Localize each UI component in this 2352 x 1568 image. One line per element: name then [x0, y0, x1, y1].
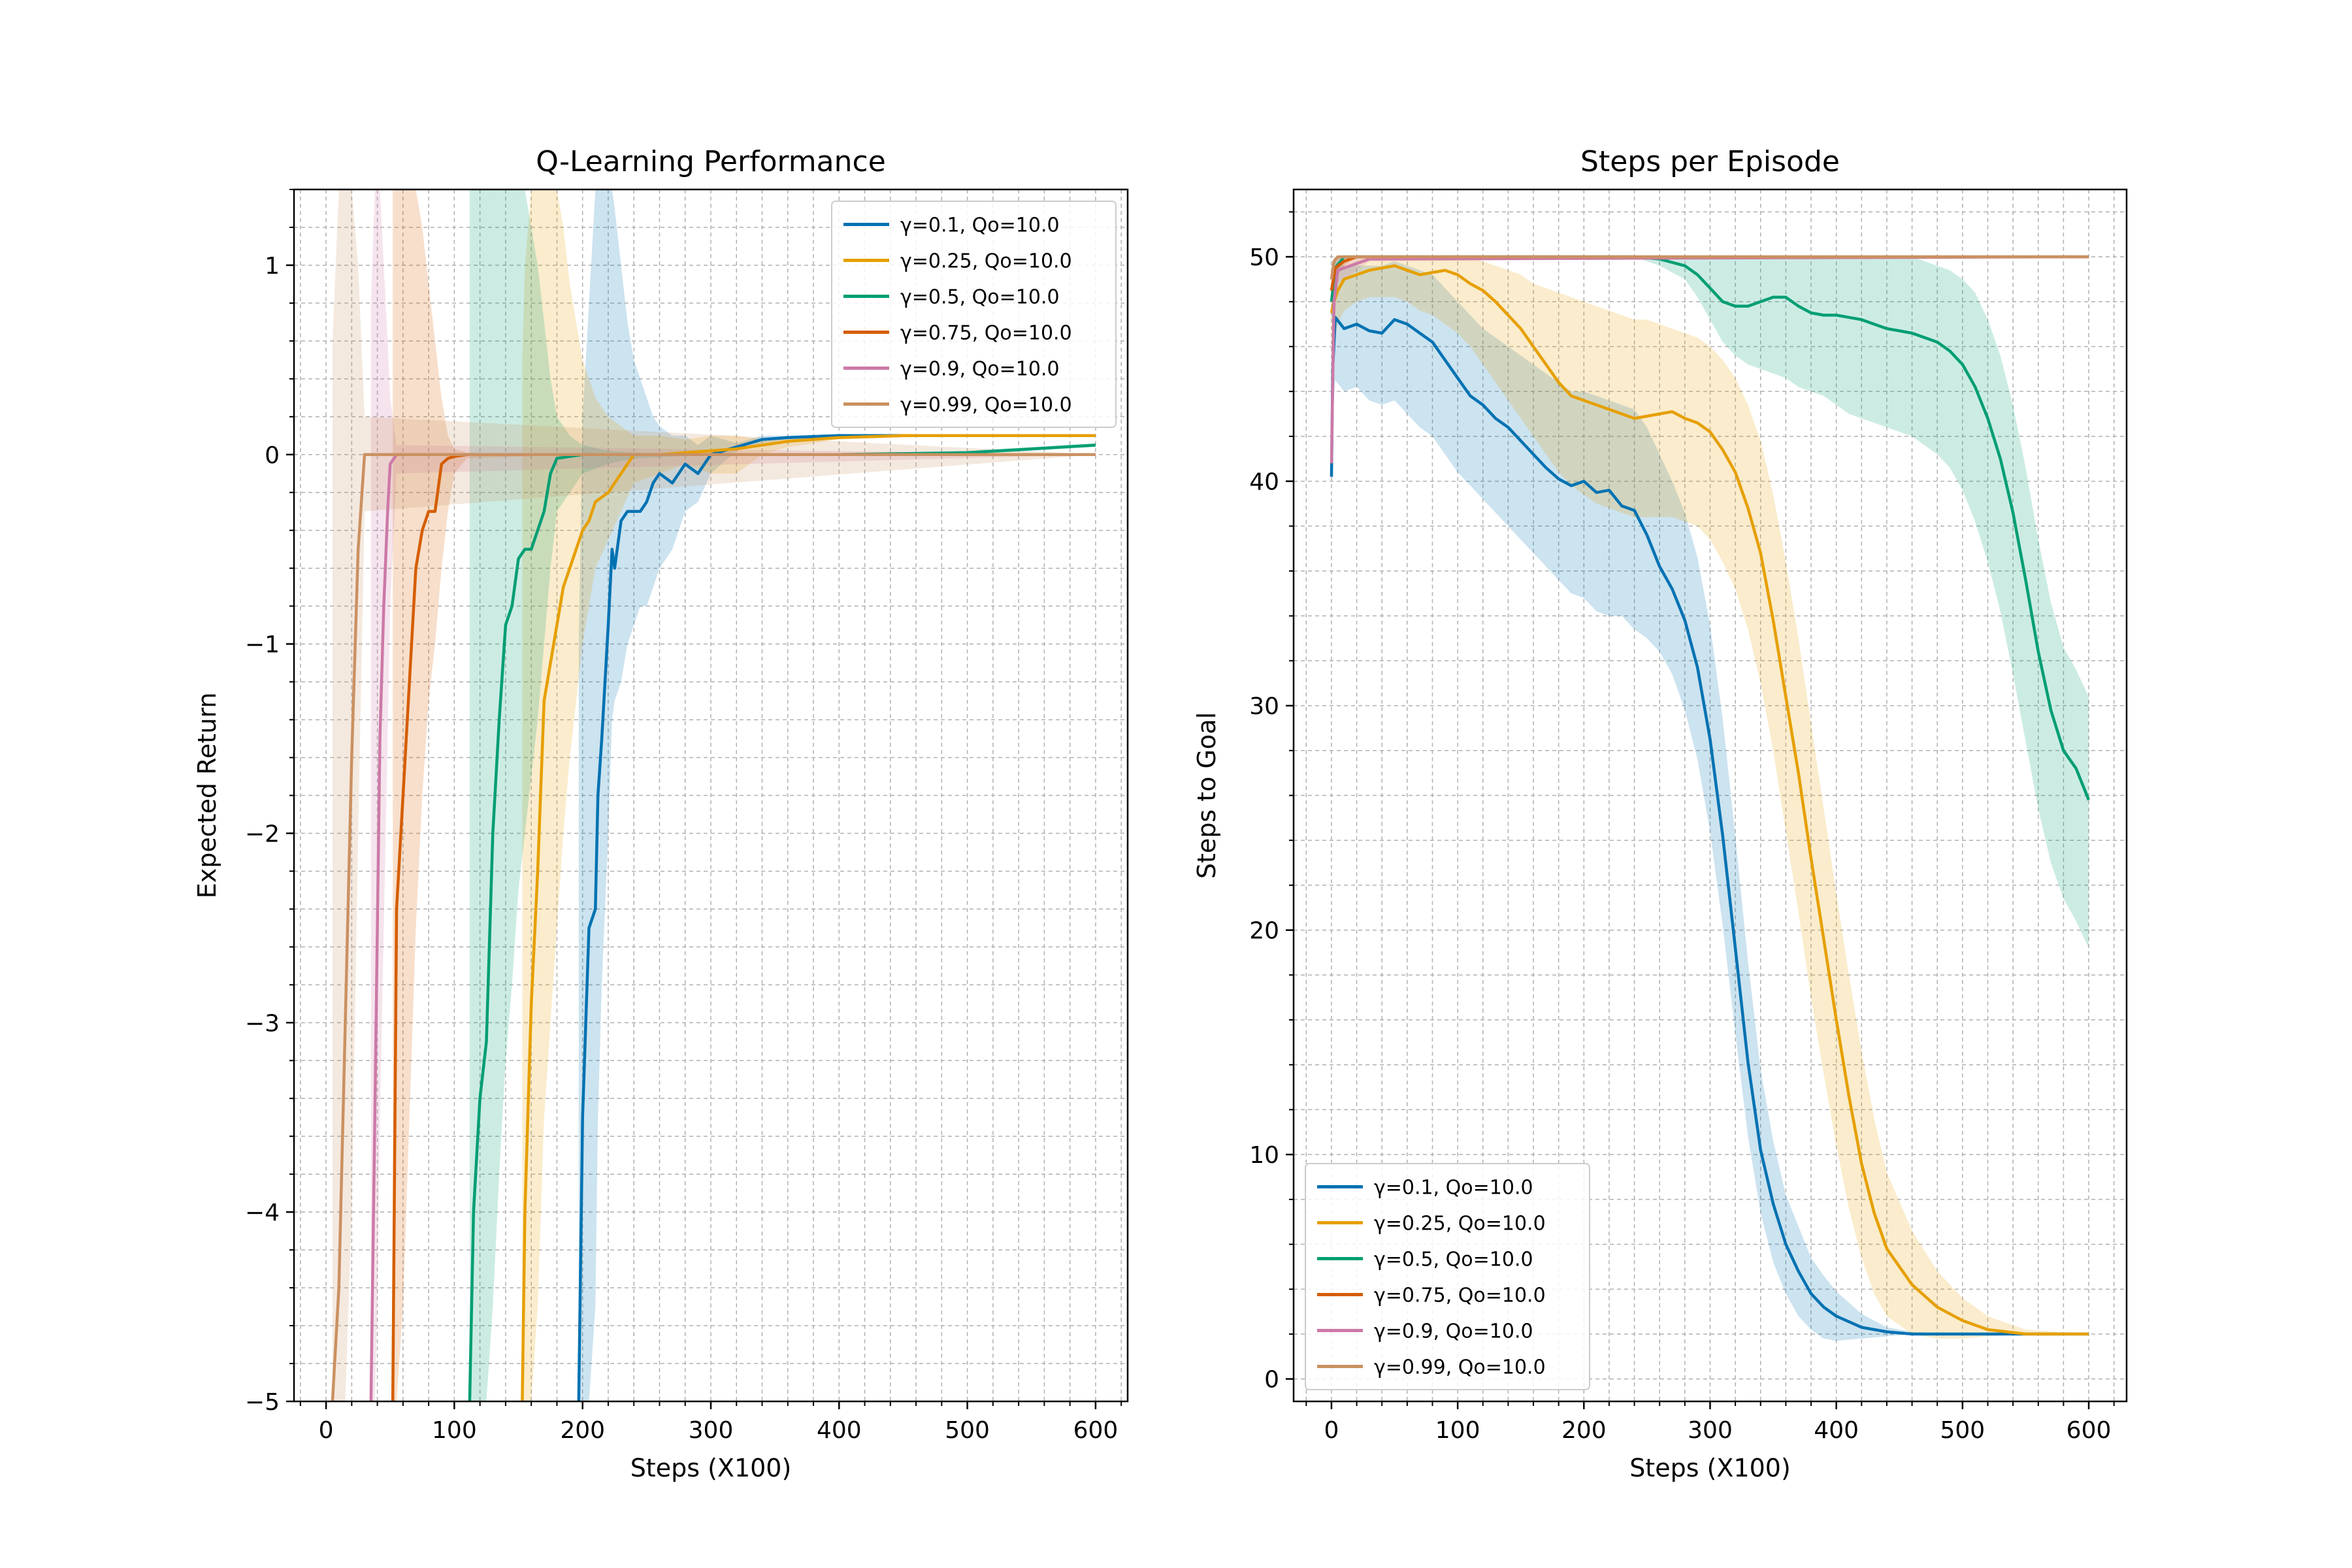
- y-tick-label: 30: [1249, 693, 1279, 720]
- legend-label: γ=0.1, Qo=10.0: [900, 214, 1060, 237]
- legend-label: γ=0.25, Qo=10.0: [900, 250, 1072, 273]
- legend-box: [1305, 1163, 1590, 1390]
- y-tick-label: 0: [265, 442, 280, 469]
- chart-panel-steps-per-episode: 0 100 200 300 400 500 600 0 10 20 30 40 50 Steps per…: [1192, 145, 2128, 1482]
- y-tick-label: 10: [1249, 1142, 1279, 1169]
- y-tick-label: 50: [1249, 244, 1279, 271]
- x-tick-label: 200: [1561, 1417, 1607, 1444]
- x-tick-label: 600: [1073, 1417, 1119, 1444]
- y-tick-label: 40: [1249, 469, 1279, 496]
- legend-label: γ=0.99, Qo=10.0: [900, 394, 1072, 417]
- legend-label: γ=0.5, Qo=10.0: [900, 286, 1060, 309]
- x-tick-label: 300: [689, 1417, 734, 1444]
- series-line-1: [521, 434, 1096, 1401]
- legend-label: γ=0.9, Qo=10.0: [900, 358, 1060, 381]
- x-tick-label: 500: [1940, 1417, 1985, 1444]
- series-band-5: [332, 189, 1096, 1401]
- legend-box: [831, 201, 1117, 428]
- series-line-0: [577, 434, 1096, 1401]
- y-tick-label: 20: [1249, 918, 1279, 945]
- x-tick-label: 0: [1324, 1417, 1339, 1444]
- y-tick-label: 0: [1264, 1367, 1279, 1394]
- y-tick-label: −4: [245, 1200, 280, 1226]
- legend-label: γ=0.5, Qo=10.0: [1374, 1249, 1533, 1271]
- legend-label: γ=0.99, Qo=10.0: [1374, 1356, 1546, 1379]
- y-axis-label: Steps to Goal: [1192, 712, 1221, 879]
- series-line-4: [1330, 255, 2089, 464]
- legend: γ=0.1, Qo=10.0 γ=0.25, Qo=10.0 γ=0.5, Qo=1…: [831, 201, 1117, 428]
- x-tick-label: 400: [1814, 1417, 1859, 1444]
- x-axis-label: Steps (X100): [1629, 1454, 1791, 1482]
- legend: γ=0.1, Qo=10.0 γ=0.25, Qo=10.0 γ=0.5, Qo=1…: [1305, 1163, 1590, 1390]
- chart-title: Q-Learning Performance: [536, 145, 886, 178]
- series-line-0: [1330, 316, 2089, 1336]
- series-line-2: [1330, 255, 2091, 801]
- legend-label: γ=0.1, Qo=10.0: [1374, 1177, 1533, 1200]
- x-tick-label: 500: [945, 1417, 990, 1444]
- series-line-4: [369, 453, 1096, 1401]
- series-band-2: [469, 189, 1096, 1401]
- series-band-2: [1331, 257, 2089, 949]
- y-tick-label: 1: [265, 253, 280, 280]
- x-tick-label: 600: [2066, 1417, 2112, 1444]
- chart-panel-q-learning: 0 100 200 300 400 500 600 −5 −4 −3 −2 −1 0 1 Q-Learni…: [193, 145, 1129, 1482]
- x-tick-label: 100: [432, 1417, 477, 1444]
- series-band-0: [1331, 261, 2089, 1341]
- x-axis-label: Steps (X100): [630, 1454, 792, 1482]
- series-line-1: [1330, 264, 2089, 1336]
- y-tick-label: −2: [245, 821, 280, 847]
- legend-label: γ=0.75, Qo=10.0: [1374, 1284, 1546, 1307]
- y-tick-label: −1: [245, 632, 280, 659]
- x-tick-label: 0: [319, 1417, 334, 1444]
- series-band-1: [1331, 257, 2089, 1339]
- y-tick-label: −5: [245, 1389, 280, 1416]
- x-tick-label: 300: [1688, 1417, 1733, 1444]
- chart-title: Steps per Episode: [1580, 145, 1840, 178]
- legend-label: γ=0.75, Qo=10.0: [900, 322, 1072, 345]
- x-tick-label: 200: [560, 1417, 605, 1444]
- legend-label: γ=0.25, Qo=10.0: [1374, 1213, 1546, 1235]
- x-tick-label: 400: [817, 1417, 862, 1444]
- series-line-5: [331, 453, 1096, 1401]
- legend-label: γ=0.9, Qo=10.0: [1374, 1320, 1533, 1343]
- x-tick-label: 100: [1435, 1417, 1480, 1444]
- series-line-5: [1330, 255, 2089, 280]
- y-tick-label: −3: [245, 1010, 280, 1037]
- y-axis-label: Expected Return: [193, 693, 221, 898]
